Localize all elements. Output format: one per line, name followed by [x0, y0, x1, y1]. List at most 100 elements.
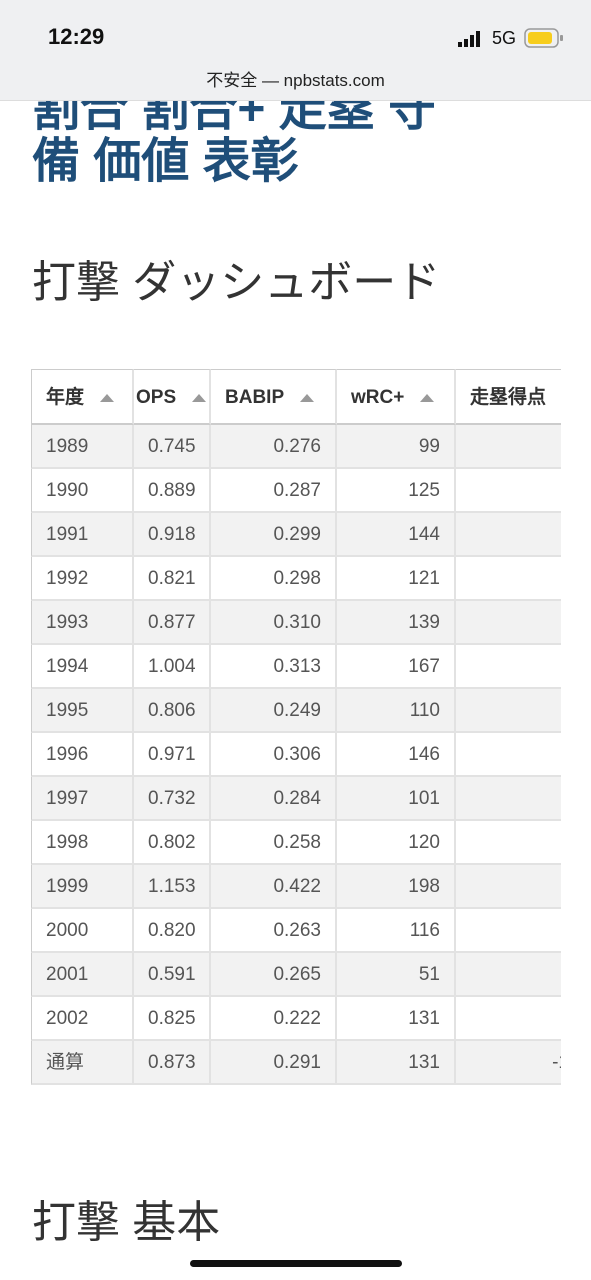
table-cell: 0.821: [134, 557, 211, 601]
sort-arrow: [100, 393, 115, 402]
table-cell: 0.806: [134, 689, 211, 733]
cell-text: 0.299: [273, 524, 321, 545]
signal-icon: [458, 31, 480, 47]
cell-text: 1997: [46, 788, 89, 809]
cell-text: 0.284: [273, 788, 321, 809]
table-cell: 0.918: [134, 513, 211, 557]
table-cell: 1995: [31, 689, 134, 733]
cell-text: 0.313: [273, 656, 321, 677]
table-cell: -: [456, 777, 561, 821]
cell-text: 0.265: [273, 964, 321, 985]
cell-text: 0.291: [273, 1052, 321, 1073]
table-cell: -: [456, 557, 561, 601]
table-cell: 116: [337, 909, 456, 953]
cell-text: 144: [408, 524, 440, 545]
cell-text: 131: [408, 1052, 440, 1073]
cell-text: 2001: [46, 964, 89, 985]
table-cell: 1999: [31, 865, 134, 909]
cell-text: 1990: [46, 480, 89, 501]
table-cell: -: [456, 997, 561, 1041]
column-header[interactable]: OPS: [134, 369, 211, 425]
table-cell: -: [456, 425, 561, 469]
page-heading: 備 価値 表彰: [32, 135, 299, 188]
table-cell: 2000: [31, 909, 134, 953]
stats-table: 年度OPSBABIPwRC+走塁得点19890.7450.27699-19900…: [31, 369, 561, 1085]
cell-text: 0.310: [273, 612, 321, 633]
table-cell: -: [456, 601, 561, 645]
column-header[interactable]: 走塁得点: [456, 369, 561, 425]
sort-arrow: [192, 393, 207, 402]
cell-text: 120: [408, 832, 440, 853]
cell-text: 0.971: [148, 744, 196, 765]
table-cell: 0.971: [134, 733, 211, 777]
cell-text: 年度: [46, 387, 85, 408]
cell-text: 通算: [46, 1052, 85, 1073]
cell-text: 51: [418, 964, 440, 985]
table-cell: 1997: [31, 777, 134, 821]
table-cell: 0.298: [211, 557, 337, 601]
cell-text: 1991: [46, 524, 89, 545]
cell-text: -1: [552, 1052, 561, 1073]
table-cell: 0.873: [134, 1041, 211, 1085]
section-title: 打撃 基本: [32, 1198, 221, 1247]
cell-text: 146: [408, 744, 440, 765]
cell-text: 0.889: [148, 480, 196, 501]
table-cell: 0.258: [211, 821, 337, 865]
table-cell: -: [456, 821, 561, 865]
cell-text: 0.298: [273, 568, 321, 589]
column-header[interactable]: BABIP: [211, 369, 337, 425]
table-cell: -: [456, 513, 561, 557]
cell-text: 121: [408, 568, 440, 589]
table-cell: 1993: [31, 601, 134, 645]
table-cell: -: [456, 953, 561, 997]
table-cell: 110: [337, 689, 456, 733]
table-cell: 0.306: [211, 733, 337, 777]
table-cell: -: [456, 469, 561, 513]
cell-text: 0.306: [273, 744, 321, 765]
cell-text: 0.873: [148, 1052, 196, 1073]
table-cell: 0.825: [134, 997, 211, 1041]
table-cell: 144: [337, 513, 456, 557]
cell-text: 0.591: [148, 964, 196, 985]
cell-text: 0.287: [273, 480, 321, 501]
cell-text: 1992: [46, 568, 89, 589]
table-cell: 0.889: [134, 469, 211, 513]
cell-text: 0.825: [148, 1008, 196, 1029]
column-header[interactable]: wRC+: [337, 369, 456, 425]
table-cell: 0.591: [134, 953, 211, 997]
cell-text: 0.745: [148, 436, 196, 457]
cell-text: 2000: [46, 920, 89, 941]
table-cell: -: [456, 865, 561, 909]
column-header[interactable]: 年度: [31, 369, 134, 425]
table-cell: 0.310: [211, 601, 337, 645]
url-bar[interactable]: 不安全 — npbstats.com: [206, 71, 385, 90]
table-cell: 0.249: [211, 689, 337, 733]
cell-text: 走塁得点: [470, 387, 547, 408]
table-cell: 通算: [31, 1041, 134, 1085]
cell-text: 1994: [46, 656, 89, 677]
cell-text: 0.276: [273, 436, 321, 457]
cell-text: 1996: [46, 744, 89, 765]
table-cell: 51: [337, 953, 456, 997]
table-cell: 0.877: [134, 601, 211, 645]
cell-text: BABIP: [225, 387, 285, 408]
table-cell: -: [456, 689, 561, 733]
table-cell: 146: [337, 733, 456, 777]
cell-text: 0.806: [148, 700, 196, 721]
cell-text: 0.249: [273, 700, 321, 721]
table-cell: [456, 645, 561, 689]
cell-text: 1998: [46, 832, 89, 853]
table-cell: 131: [337, 1041, 456, 1085]
cell-text: 1989: [46, 436, 89, 457]
cell-text: 1999: [46, 876, 89, 897]
table-cell: 1992: [31, 557, 134, 601]
table-cell: 198: [337, 865, 456, 909]
table-cell: 0.263: [211, 909, 337, 953]
cell-text: wRC+: [351, 387, 405, 408]
table-cell: 0.291: [211, 1041, 337, 1085]
browser-header: 12:29 5G 不安全 — npbstats.com: [0, 0, 591, 101]
table-cell: 131: [337, 997, 456, 1041]
table-cell: 0.745: [134, 425, 211, 469]
cell-text: 0.918: [148, 524, 196, 545]
table-cell: 1998: [31, 821, 134, 865]
